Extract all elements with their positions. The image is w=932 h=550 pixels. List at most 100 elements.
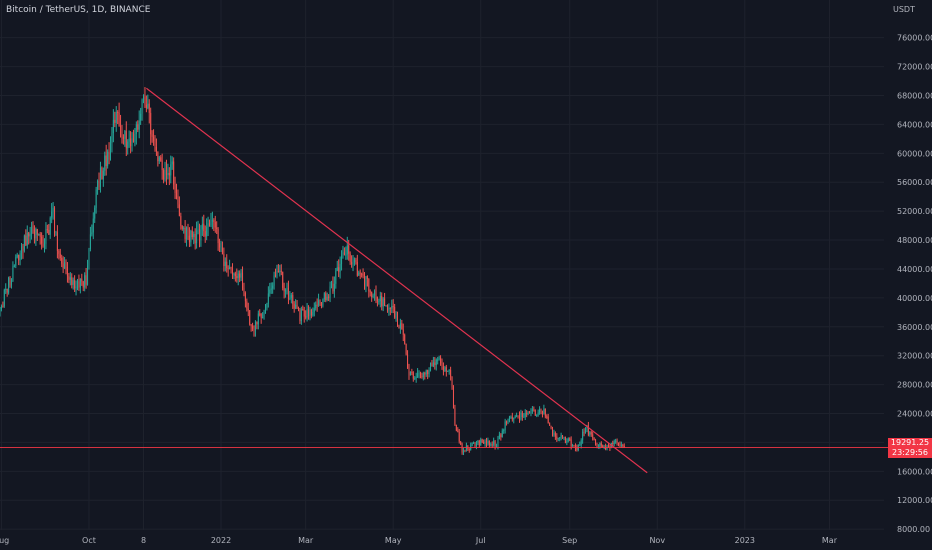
y-tick-label: 12000.00	[897, 496, 932, 505]
candle-body	[508, 417, 510, 421]
candle-body	[497, 439, 499, 447]
candle-body	[372, 295, 374, 297]
candle-body	[559, 437, 561, 439]
candle-body	[150, 112, 152, 135]
candle-body	[325, 293, 327, 300]
candle-body	[43, 243, 45, 247]
candle-body	[114, 119, 116, 123]
candle-body	[415, 376, 417, 378]
candle-body	[147, 103, 149, 109]
candle-body	[309, 309, 311, 317]
candle-body	[45, 229, 47, 244]
candle-body	[455, 424, 457, 431]
candle-body	[475, 442, 477, 446]
candle-body	[104, 155, 106, 171]
candle-body	[379, 295, 381, 302]
candle-body	[78, 281, 80, 288]
candle-body	[186, 227, 188, 240]
candle-body	[511, 416, 513, 420]
candle-body	[546, 416, 548, 418]
candle-body	[494, 441, 496, 447]
candle-body	[359, 272, 361, 274]
candle-body	[485, 441, 487, 444]
candle-body	[431, 362, 433, 367]
candle-body	[468, 448, 470, 450]
candle-body	[349, 253, 351, 262]
candle-body	[550, 425, 552, 429]
candle-body	[259, 313, 261, 315]
candle-body	[540, 408, 542, 413]
candle-body	[131, 138, 133, 147]
candle-body	[551, 428, 554, 435]
candle-body	[223, 254, 225, 267]
candle-body	[434, 362, 436, 366]
y-tick-label: 52000.00	[897, 207, 932, 216]
candle-body	[176, 192, 178, 196]
candle-body	[15, 257, 17, 266]
symbol-title[interactable]: Bitcoin / TetherUS, 1D, BINANCE	[6, 5, 151, 15]
candle-body	[22, 246, 24, 251]
candle-body	[157, 151, 159, 162]
candle-body	[579, 445, 581, 447]
candle-body	[487, 441, 489, 444]
candle-body	[10, 280, 12, 286]
candle-body	[619, 443, 621, 446]
candle-body	[409, 372, 411, 376]
x-tick-label: Aug	[0, 536, 9, 545]
candle-body	[257, 313, 259, 325]
candle-body	[59, 253, 61, 259]
candle-body	[339, 263, 341, 272]
candle-body	[319, 300, 321, 303]
candle-body	[237, 273, 239, 279]
candle-body	[122, 136, 124, 139]
candle-body	[454, 408, 456, 425]
candle-body	[207, 223, 209, 228]
candle-body	[539, 408, 541, 413]
candle-body	[183, 227, 185, 229]
candle-body	[62, 263, 64, 269]
candle-body	[461, 443, 463, 453]
candle-body	[267, 293, 269, 304]
candle-body	[607, 445, 609, 447]
candle-body	[438, 357, 440, 360]
candle-body	[596, 445, 598, 449]
candle-body	[483, 442, 485, 444]
candle-body	[155, 146, 157, 152]
candle-body	[313, 308, 315, 312]
candle-body	[464, 450, 466, 452]
candle-body	[541, 412, 543, 414]
candle-body	[437, 359, 439, 361]
candle-body	[275, 275, 277, 277]
candle-body	[564, 436, 566, 443]
y-tick-label: 60000.00	[897, 149, 932, 158]
candle-body	[556, 436, 558, 439]
candle-body	[585, 428, 587, 433]
candle-body	[600, 443, 602, 446]
candle-body	[109, 143, 112, 160]
candle-body	[200, 229, 202, 241]
candle-body	[3, 289, 5, 307]
candle-body	[365, 276, 367, 287]
candle-body	[125, 131, 127, 149]
x-tick-label: Nov	[649, 536, 665, 545]
candle-body	[391, 306, 393, 309]
candle-body	[283, 287, 285, 292]
candle-body	[145, 104, 147, 109]
candle-body	[444, 367, 446, 372]
candle-body	[602, 445, 604, 448]
x-tick-label: Mar	[822, 536, 838, 545]
candle-body	[143, 96, 145, 100]
candle-body	[35, 229, 37, 239]
candle-body	[188, 235, 190, 243]
candle-body	[616, 440, 618, 443]
candle-body	[25, 235, 27, 246]
candle-body	[253, 328, 255, 331]
x-tick-label: Sep	[562, 536, 577, 545]
candle-body	[536, 414, 538, 416]
candle-body	[369, 291, 371, 293]
candle-body	[527, 412, 529, 415]
candle-body	[418, 372, 420, 374]
candle-body	[567, 438, 569, 442]
